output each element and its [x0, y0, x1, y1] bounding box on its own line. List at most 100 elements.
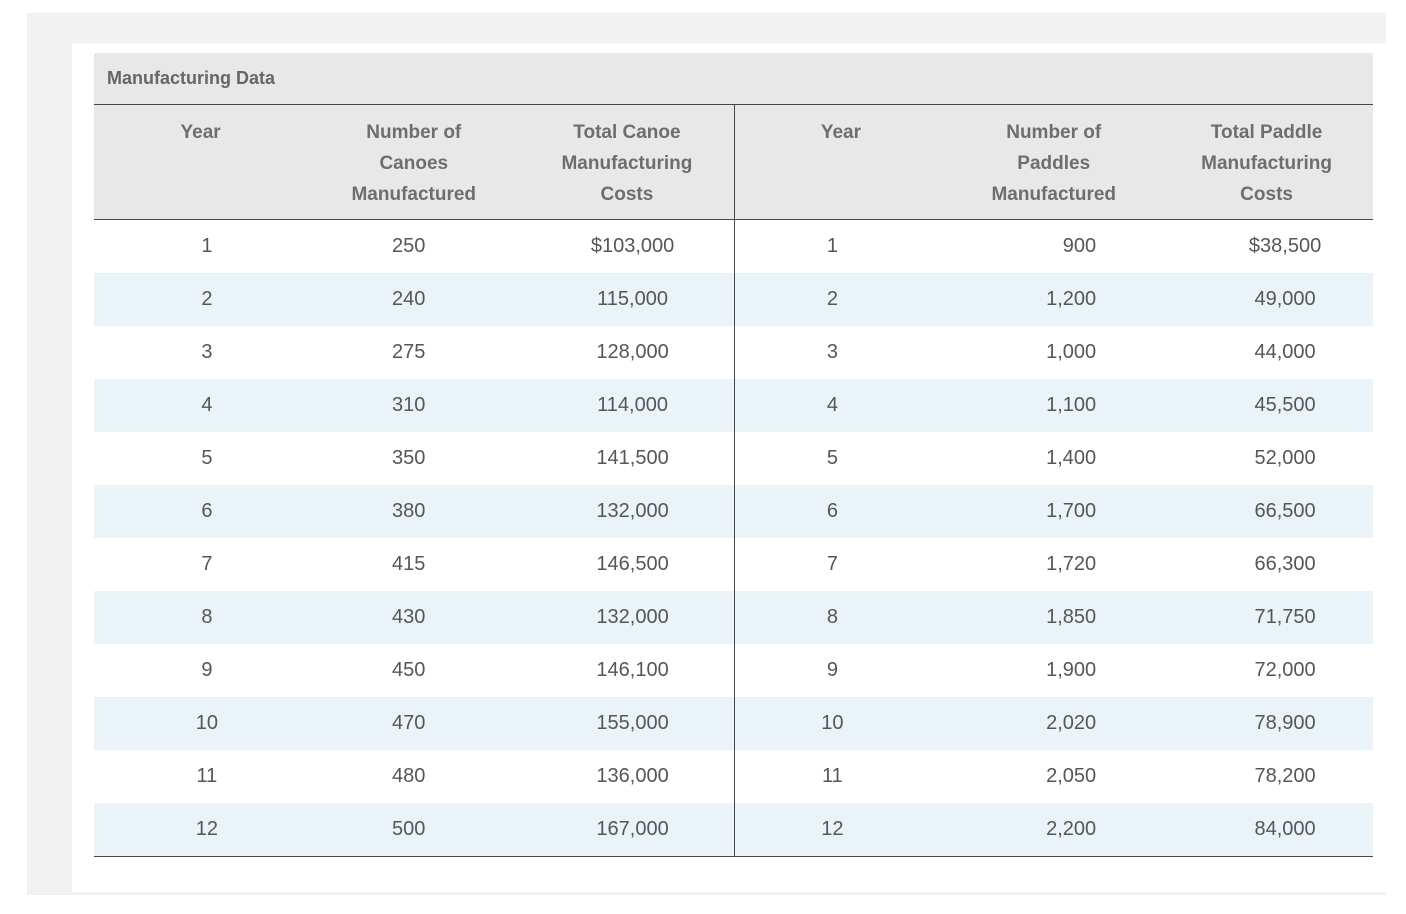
table-cell: 380 — [392, 500, 426, 522]
table-cell: 84,000 — [1254, 818, 1316, 840]
table-cell: 480 — [392, 765, 426, 787]
table-cell: 2,050 — [1046, 765, 1097, 787]
table-row: 8 430 132,000 — [94, 591, 734, 644]
table-cell: 275 — [392, 341, 426, 363]
table-row: 2 1,200 49,000 — [734, 273, 1373, 326]
table-cell: 450 — [392, 659, 426, 681]
table-row: 10 2,020 78,900 — [734, 697, 1373, 750]
table-cell: 430 — [392, 606, 426, 628]
table-cell: 128,000 — [596, 341, 669, 363]
table-cell: 1,200 — [1046, 288, 1097, 310]
table-cell: 8 — [826, 606, 838, 628]
table-cell: 9 — [826, 659, 838, 681]
table-cell: 7 — [201, 553, 213, 575]
table-cell: 66,500 — [1254, 500, 1316, 522]
table-row: 3 1,000 44,000 — [734, 326, 1373, 379]
table-cell: 72,000 — [1254, 659, 1316, 681]
table-row: 2 240 115,000 — [94, 273, 734, 326]
table-cell: 415 — [392, 553, 426, 575]
table-row: 8 1,850 71,750 — [734, 591, 1373, 644]
table-cell: 6 — [826, 500, 838, 522]
table-cell: 8 — [201, 606, 213, 628]
column-header: Number of Paddles Manufactured — [991, 122, 1117, 205]
table-cell: 3 — [826, 341, 838, 363]
table-cell: 3 — [201, 341, 213, 363]
table-cell: 9 — [201, 659, 213, 681]
table-row: 1 250 $103,000 — [94, 220, 734, 273]
table-cell: 900 — [1062, 235, 1097, 257]
table-cell: 1 — [201, 235, 213, 257]
table-cell: 66,300 — [1254, 553, 1316, 575]
table-row: 5 1,400 52,000 — [734, 432, 1373, 485]
table-row: 11 2,050 78,200 — [734, 750, 1373, 803]
content-card: Manufacturing Data Year Number of Canoes Ma… — [72, 43, 1398, 892]
table-row: 6 380 132,000 — [94, 485, 734, 538]
table-cell: 132,000 — [596, 500, 669, 522]
table-cell: 78,900 — [1254, 712, 1316, 734]
table-cell: 49,000 — [1254, 288, 1316, 310]
table-row: 10 470 155,000 — [94, 697, 734, 750]
table-cell: 141,500 — [596, 447, 669, 469]
table-row: 11 480 136,000 — [94, 750, 734, 803]
table-row: 6 1,700 66,500 — [734, 485, 1373, 538]
table-cell: 4 — [201, 394, 213, 416]
table-row: 9 450 146,100 — [94, 644, 734, 697]
table-cell: 114,000 — [597, 394, 668, 416]
table-row: 7 1,720 66,300 — [734, 538, 1373, 591]
table-cell: 1,720 — [1046, 553, 1097, 575]
table-row: 12 500 167,000 — [94, 803, 734, 856]
table-row: 12 2,200 84,000 — [734, 803, 1373, 856]
table-cell: 350 — [392, 447, 426, 469]
canoe-table-header-row: Year Number of Canoes Manufactured Total Can… — [94, 105, 734, 220]
table-cell: 310 — [392, 394, 426, 416]
table-cell: 2 — [826, 288, 838, 310]
table-title: Manufacturing Data — [94, 53, 1373, 105]
table-cell: 1,400 — [1046, 447, 1097, 469]
table-body-area: Year Number of Canoes Manufactured Total Can… — [94, 105, 1373, 857]
page-background-panel: Manufacturing Data Year Number of Canoes Ma… — [27, 13, 1398, 895]
table-cell: 10 — [195, 712, 219, 734]
table-cell: 12 — [195, 818, 219, 840]
table-cell: 155,000 — [596, 712, 669, 734]
table-cell: 7 — [826, 553, 838, 575]
table-cell: 136,000 — [596, 765, 669, 787]
column-header: Total Paddle Manufacturing Costs — [1201, 122, 1333, 205]
table-cell: 2 — [201, 288, 213, 310]
table-cell: 10 — [821, 712, 844, 734]
table-cell: 44,000 — [1254, 341, 1316, 363]
table-row: 9 1,900 72,000 — [734, 644, 1373, 697]
table-cell: 146,500 — [596, 553, 669, 575]
table-cell: 6 — [201, 500, 213, 522]
table-cell: 11 — [196, 765, 218, 787]
column-header: Number of Canoes Manufactured — [351, 122, 477, 205]
table-cell: 1,700 — [1046, 500, 1097, 522]
column-header: Year — [180, 122, 221, 143]
table-row: 5 350 141,500 — [94, 432, 734, 485]
table-cell: 1,900 — [1046, 659, 1097, 681]
table-cell: 167,000 — [596, 818, 669, 840]
table-cell: 78,200 — [1254, 765, 1316, 787]
table-cell: 1 — [826, 235, 838, 257]
manufacturing-data-table: Manufacturing Data Year Number of Canoes Ma… — [94, 53, 1373, 857]
table-cell: 240 — [392, 288, 426, 310]
table-cell: 52,000 — [1254, 447, 1316, 469]
table-row: 4 310 114,000 — [94, 379, 734, 432]
table-cell: 45,500 — [1254, 394, 1316, 416]
canoe-table: Year Number of Canoes Manufactured Total Can… — [94, 105, 734, 856]
table-row: 4 1,100 45,500 — [734, 379, 1373, 432]
table-cell: 146,100 — [596, 659, 669, 681]
column-header: Year — [820, 122, 861, 143]
canoe-table-body: 1 250 $103,000 2 240 115,000 3 275 128,000 4 310 11… — [94, 220, 734, 856]
table-cell: 2,020 — [1046, 712, 1097, 734]
table-cell: 115,000 — [597, 288, 668, 310]
paddle-table-header-row: Year Number of Paddles Manufactured Total Pa… — [734, 105, 1373, 220]
column-header: Total Canoe Manufacturing Costs — [561, 122, 693, 205]
table-cell: $103,000 — [590, 235, 675, 257]
table-cell: 12 — [821, 818, 844, 840]
paddle-table-body: 1 900 $38,500 2 1,200 49,000 3 1,000 44,000 4 1,10… — [734, 220, 1373, 856]
table-cell: 500 — [392, 818, 426, 840]
table-cell: 132,000 — [596, 606, 669, 628]
table-cell: 4 — [826, 394, 838, 416]
table-cell: 11 — [822, 765, 843, 787]
table-cell: $38,500 — [1248, 235, 1322, 257]
